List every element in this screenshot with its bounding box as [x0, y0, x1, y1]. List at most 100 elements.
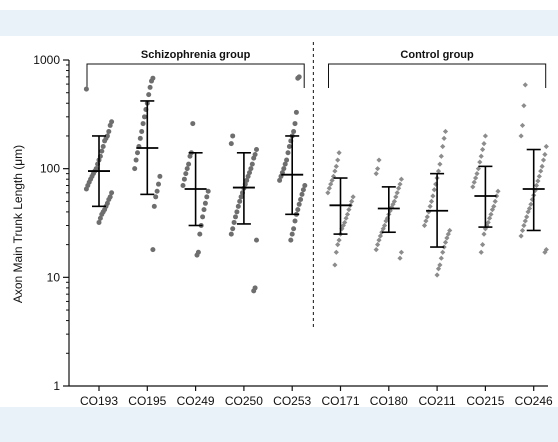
data-point [350, 194, 356, 200]
data-point [230, 133, 236, 139]
data-point [518, 133, 524, 139]
data-point [187, 153, 193, 159]
data-point [427, 203, 433, 209]
data-point [231, 219, 237, 225]
data-point [538, 168, 544, 174]
y-tick-label: 1000 [33, 53, 60, 67]
data-point [543, 143, 549, 150]
data-point [302, 182, 308, 188]
data-point [291, 226, 297, 232]
top-band [0, 10, 558, 36]
data-point [332, 262, 338, 268]
data-point [200, 214, 206, 220]
data-point [536, 173, 542, 179]
data-point [377, 233, 383, 239]
data-point [440, 143, 446, 150]
data-point [282, 161, 288, 167]
data-point [428, 198, 435, 204]
bottom-band [0, 407, 558, 442]
data-point [485, 219, 491, 226]
data-point [296, 201, 302, 207]
data-point [244, 177, 250, 183]
data-point [254, 237, 259, 243]
data-point [293, 109, 299, 115]
data-point [421, 222, 428, 229]
data-point [300, 187, 306, 193]
data-point [376, 237, 382, 243]
data-point [205, 188, 211, 194]
data-point [96, 219, 102, 225]
x-tick-label: CO171 [321, 394, 359, 408]
data-point [475, 166, 481, 172]
data-point [389, 204, 395, 211]
data-point [181, 176, 187, 182]
data-point [494, 193, 500, 199]
data-point [140, 121, 146, 127]
data-point [343, 215, 349, 221]
data-point [533, 182, 540, 189]
data-point [184, 166, 190, 172]
data-point [249, 161, 255, 167]
data-point [336, 237, 342, 243]
data-point [237, 198, 243, 204]
error-bars [88, 100, 545, 248]
data-point [194, 252, 200, 258]
data-point [471, 179, 477, 185]
group-bracket [328, 63, 547, 88]
data-point [137, 135, 143, 141]
data-point [394, 190, 400, 196]
data-point [295, 207, 301, 213]
data-point [132, 166, 138, 172]
x-tick-label: CO195 [128, 394, 166, 408]
data-point [495, 188, 501, 194]
data-point [480, 242, 486, 248]
data-point [251, 288, 257, 294]
data-point [135, 150, 140, 156]
data-point [470, 184, 476, 190]
data-point [492, 198, 498, 204]
data-point [245, 173, 251, 179]
data-point [396, 185, 402, 191]
data-point [542, 249, 548, 255]
group-label: Control group [400, 49, 474, 61]
data-point [488, 211, 494, 217]
data-point [233, 214, 238, 220]
data-point [437, 262, 443, 268]
data-point [99, 148, 105, 154]
group-label: Schizophrenia group [141, 49, 251, 61]
data-point [100, 143, 106, 149]
data-point [295, 75, 301, 81]
data-point [423, 218, 429, 224]
data-point [285, 150, 291, 156]
data-point [292, 121, 298, 127]
data-point [180, 182, 186, 188]
data-point [528, 201, 534, 207]
data-point [106, 197, 112, 203]
data-point [326, 185, 332, 191]
data-point [376, 157, 382, 163]
data-point [529, 196, 535, 203]
data-point [291, 128, 297, 134]
data-point [434, 272, 440, 278]
data-point [99, 211, 105, 217]
group-annotations: Schizophrenia group Control group [86, 42, 547, 330]
data-point [335, 242, 341, 248]
data-point [477, 159, 483, 165]
data-point [398, 249, 404, 255]
data-point [437, 161, 443, 167]
data-point [186, 161, 192, 167]
data-point [109, 190, 115, 196]
data-point [431, 187, 437, 193]
data-point [284, 157, 290, 163]
data-point [230, 226, 236, 232]
data-point [150, 247, 156, 253]
data-point [146, 92, 152, 98]
data-point [83, 86, 89, 92]
data-point [238, 194, 244, 200]
data-point [102, 138, 108, 144]
data-point [525, 209, 531, 215]
data-point [281, 166, 287, 172]
data-point [153, 194, 159, 200]
data-point [447, 227, 453, 234]
data-point [440, 249, 446, 255]
